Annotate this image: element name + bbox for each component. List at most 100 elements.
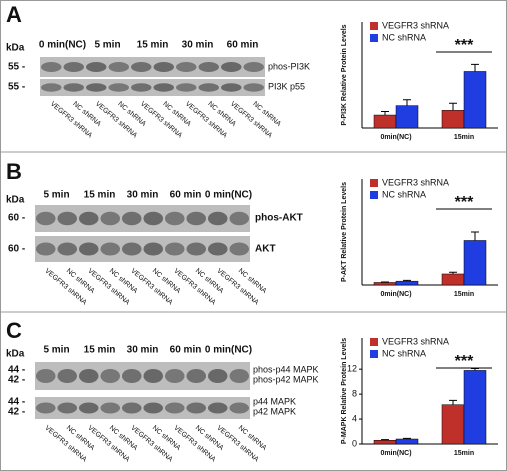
size-marker: 55 - (8, 62, 25, 73)
error-bar (403, 99, 411, 106)
blot-band (186, 402, 207, 414)
blot-band (78, 402, 99, 414)
size-marker: 44 - (8, 397, 25, 408)
blot-band (143, 242, 164, 256)
blot-band (121, 369, 142, 383)
blot-band (78, 369, 99, 383)
kda-label: kDa (6, 43, 25, 54)
blot-band (86, 83, 107, 92)
y-tick-label: 0 (352, 438, 357, 448)
bar (463, 71, 487, 129)
legend-label: VEGFR3 shRNA (382, 177, 449, 187)
legend-swatch (370, 350, 378, 358)
y-tick-label: 12 (347, 364, 357, 374)
legend-swatch (370, 338, 378, 346)
bar (395, 438, 419, 445)
blot-band (131, 83, 152, 92)
lane-group-label: 60 min (170, 345, 202, 356)
blot-band (35, 402, 56, 414)
x-tick-label: 15min (454, 291, 474, 298)
annotation: *** (455, 353, 474, 370)
band-label: AKT (255, 244, 276, 255)
blot-band (35, 242, 56, 256)
legend-swatch (370, 179, 378, 187)
bar (395, 280, 419, 286)
bar (373, 282, 397, 286)
error-bar (449, 399, 457, 405)
legend-label: NC shRNA (382, 348, 426, 358)
band-label: phos-p42 MAPK (253, 374, 319, 384)
blot-band (57, 211, 78, 226)
size-marker: 42 - (8, 375, 25, 386)
lane-group-label: 30 min (127, 345, 159, 356)
size-marker: 55 - (8, 82, 25, 93)
bar (441, 404, 465, 445)
blot-band (108, 62, 129, 72)
error-bar (471, 63, 479, 72)
blot-band (35, 211, 56, 226)
legend-swatch (370, 22, 378, 30)
blot-band (86, 62, 107, 72)
blot-band (121, 211, 142, 226)
blot-band (198, 62, 219, 72)
blot-band (57, 402, 78, 414)
blot-band (221, 62, 242, 72)
blot-band (153, 62, 174, 72)
blot-band (176, 83, 197, 92)
blot-band (176, 62, 197, 72)
legend-label: VEGFR3 shRNA (382, 336, 449, 346)
x-tick-label: 0min(NC) (380, 450, 411, 457)
blot-band (207, 402, 228, 414)
annotation: *** (455, 194, 474, 211)
blot-band (164, 402, 185, 414)
size-marker: 60 - (8, 244, 25, 255)
lane-group-label: 60 min (227, 40, 259, 51)
blot-band (243, 62, 264, 72)
blot-band (143, 211, 164, 226)
y-tick-label: 4 (352, 413, 357, 423)
lane-group-label: 5 min (43, 190, 69, 201)
y-axis-label: P-PI3K Relative Protein Levels (341, 24, 348, 125)
bar (463, 370, 487, 445)
x-tick-label: 15min (454, 134, 474, 141)
band-label: phos-p44 MAPK (253, 364, 319, 374)
band-label: phos-PI3K (268, 61, 310, 71)
error-bar (403, 279, 411, 282)
blot-band (143, 402, 164, 414)
blot-band (100, 369, 121, 383)
panel-letter: B (6, 159, 22, 184)
lane-group-label: 60 min (170, 190, 202, 201)
bar (373, 114, 397, 129)
blot-band (78, 242, 99, 256)
error-bar (449, 271, 457, 274)
bar (441, 273, 465, 286)
kda-label: kDa (6, 195, 25, 206)
blot-band (186, 369, 207, 383)
legend-label: NC shRNA (382, 189, 426, 199)
lane-group-label: 15 min (137, 40, 169, 51)
blot-band (229, 211, 250, 226)
blot-band (229, 402, 250, 414)
error-bar (449, 102, 457, 111)
error-bar (471, 231, 479, 241)
bar (395, 105, 419, 129)
lane-group-label: 0 min(NC) (205, 190, 252, 201)
blot-band (221, 83, 242, 92)
blot-band (164, 211, 185, 226)
lane-group-label: 5 min (94, 40, 120, 51)
lane-group-label: 30 min (127, 190, 159, 201)
blot-band (131, 62, 152, 72)
blot-band (121, 402, 142, 414)
blot-band (186, 242, 207, 256)
blot-band (229, 242, 250, 256)
lane-group-label: 15 min (84, 345, 116, 356)
band-label: p42 MAPK (253, 406, 296, 416)
blot-band (41, 83, 62, 92)
blot-band (153, 83, 174, 92)
blot-band (207, 242, 228, 256)
blot-band (243, 83, 264, 92)
blot-band (164, 242, 185, 256)
panel-letter: C (6, 318, 22, 343)
error-bar (403, 437, 411, 440)
blot-band (207, 369, 228, 383)
